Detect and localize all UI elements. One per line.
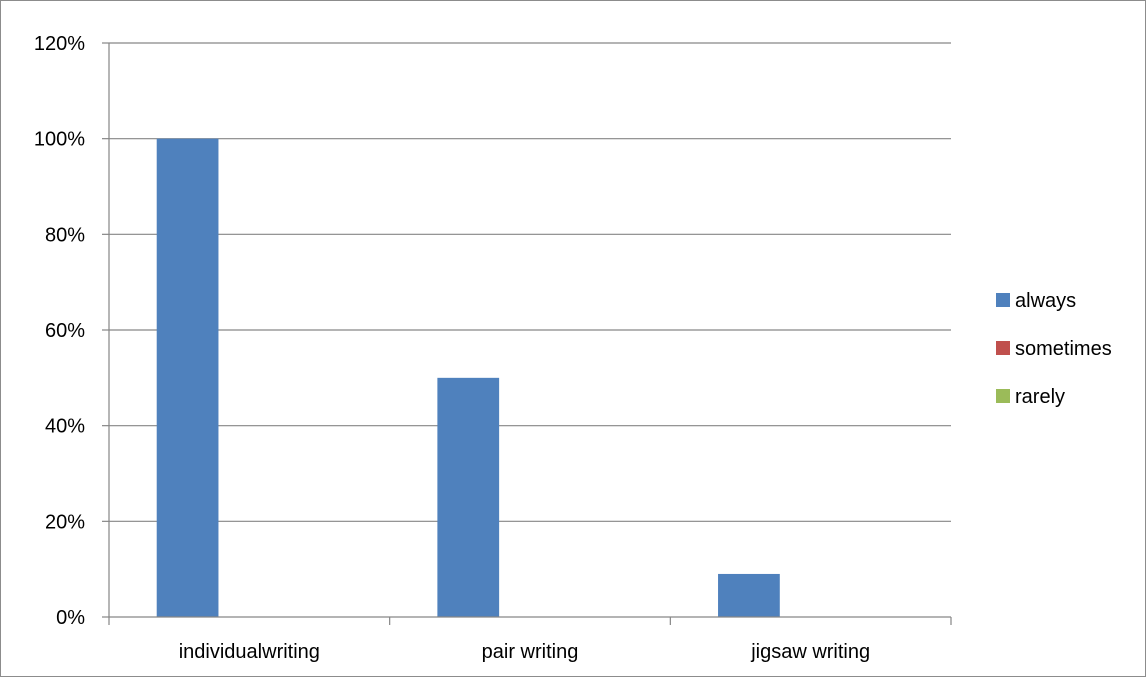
- x-tick-label: individualwriting: [179, 641, 320, 663]
- gridlines: [109, 43, 951, 521]
- bar-always: [157, 139, 219, 617]
- legend-swatch: [996, 389, 1010, 403]
- legend-label: always: [1015, 290, 1076, 312]
- bars: [157, 139, 780, 617]
- y-tick-label: 100%: [34, 129, 85, 151]
- legend-item: rarely: [996, 386, 1065, 408]
- axes: [102, 43, 951, 625]
- x-tick-labels: individualwriting pair writing jigsaw writ…: [179, 641, 870, 663]
- y-tick-label: 60%: [45, 320, 85, 342]
- y-tick-labels: 0% 20% 40% 60% 80% 100% 120%: [34, 33, 85, 629]
- legend-label: sometimes: [1015, 338, 1112, 360]
- legend-swatch: [996, 293, 1010, 307]
- legend: always sometimes rarely: [996, 290, 1112, 408]
- y-tick-label: 80%: [45, 224, 85, 246]
- y-tick-label: 0%: [56, 607, 85, 629]
- legend-item: sometimes: [996, 338, 1112, 360]
- legend-label: rarely: [1015, 386, 1065, 408]
- bar-always: [718, 574, 780, 617]
- x-tick-label: pair writing: [482, 641, 579, 663]
- x-tick-label: jigsaw writing: [750, 641, 870, 663]
- y-tick-label: 120%: [34, 33, 85, 55]
- legend-item: always: [996, 290, 1076, 312]
- bar-always: [437, 378, 499, 617]
- legend-swatch: [996, 341, 1010, 355]
- y-tick-label: 20%: [45, 511, 85, 533]
- y-tick-label: 40%: [45, 416, 85, 438]
